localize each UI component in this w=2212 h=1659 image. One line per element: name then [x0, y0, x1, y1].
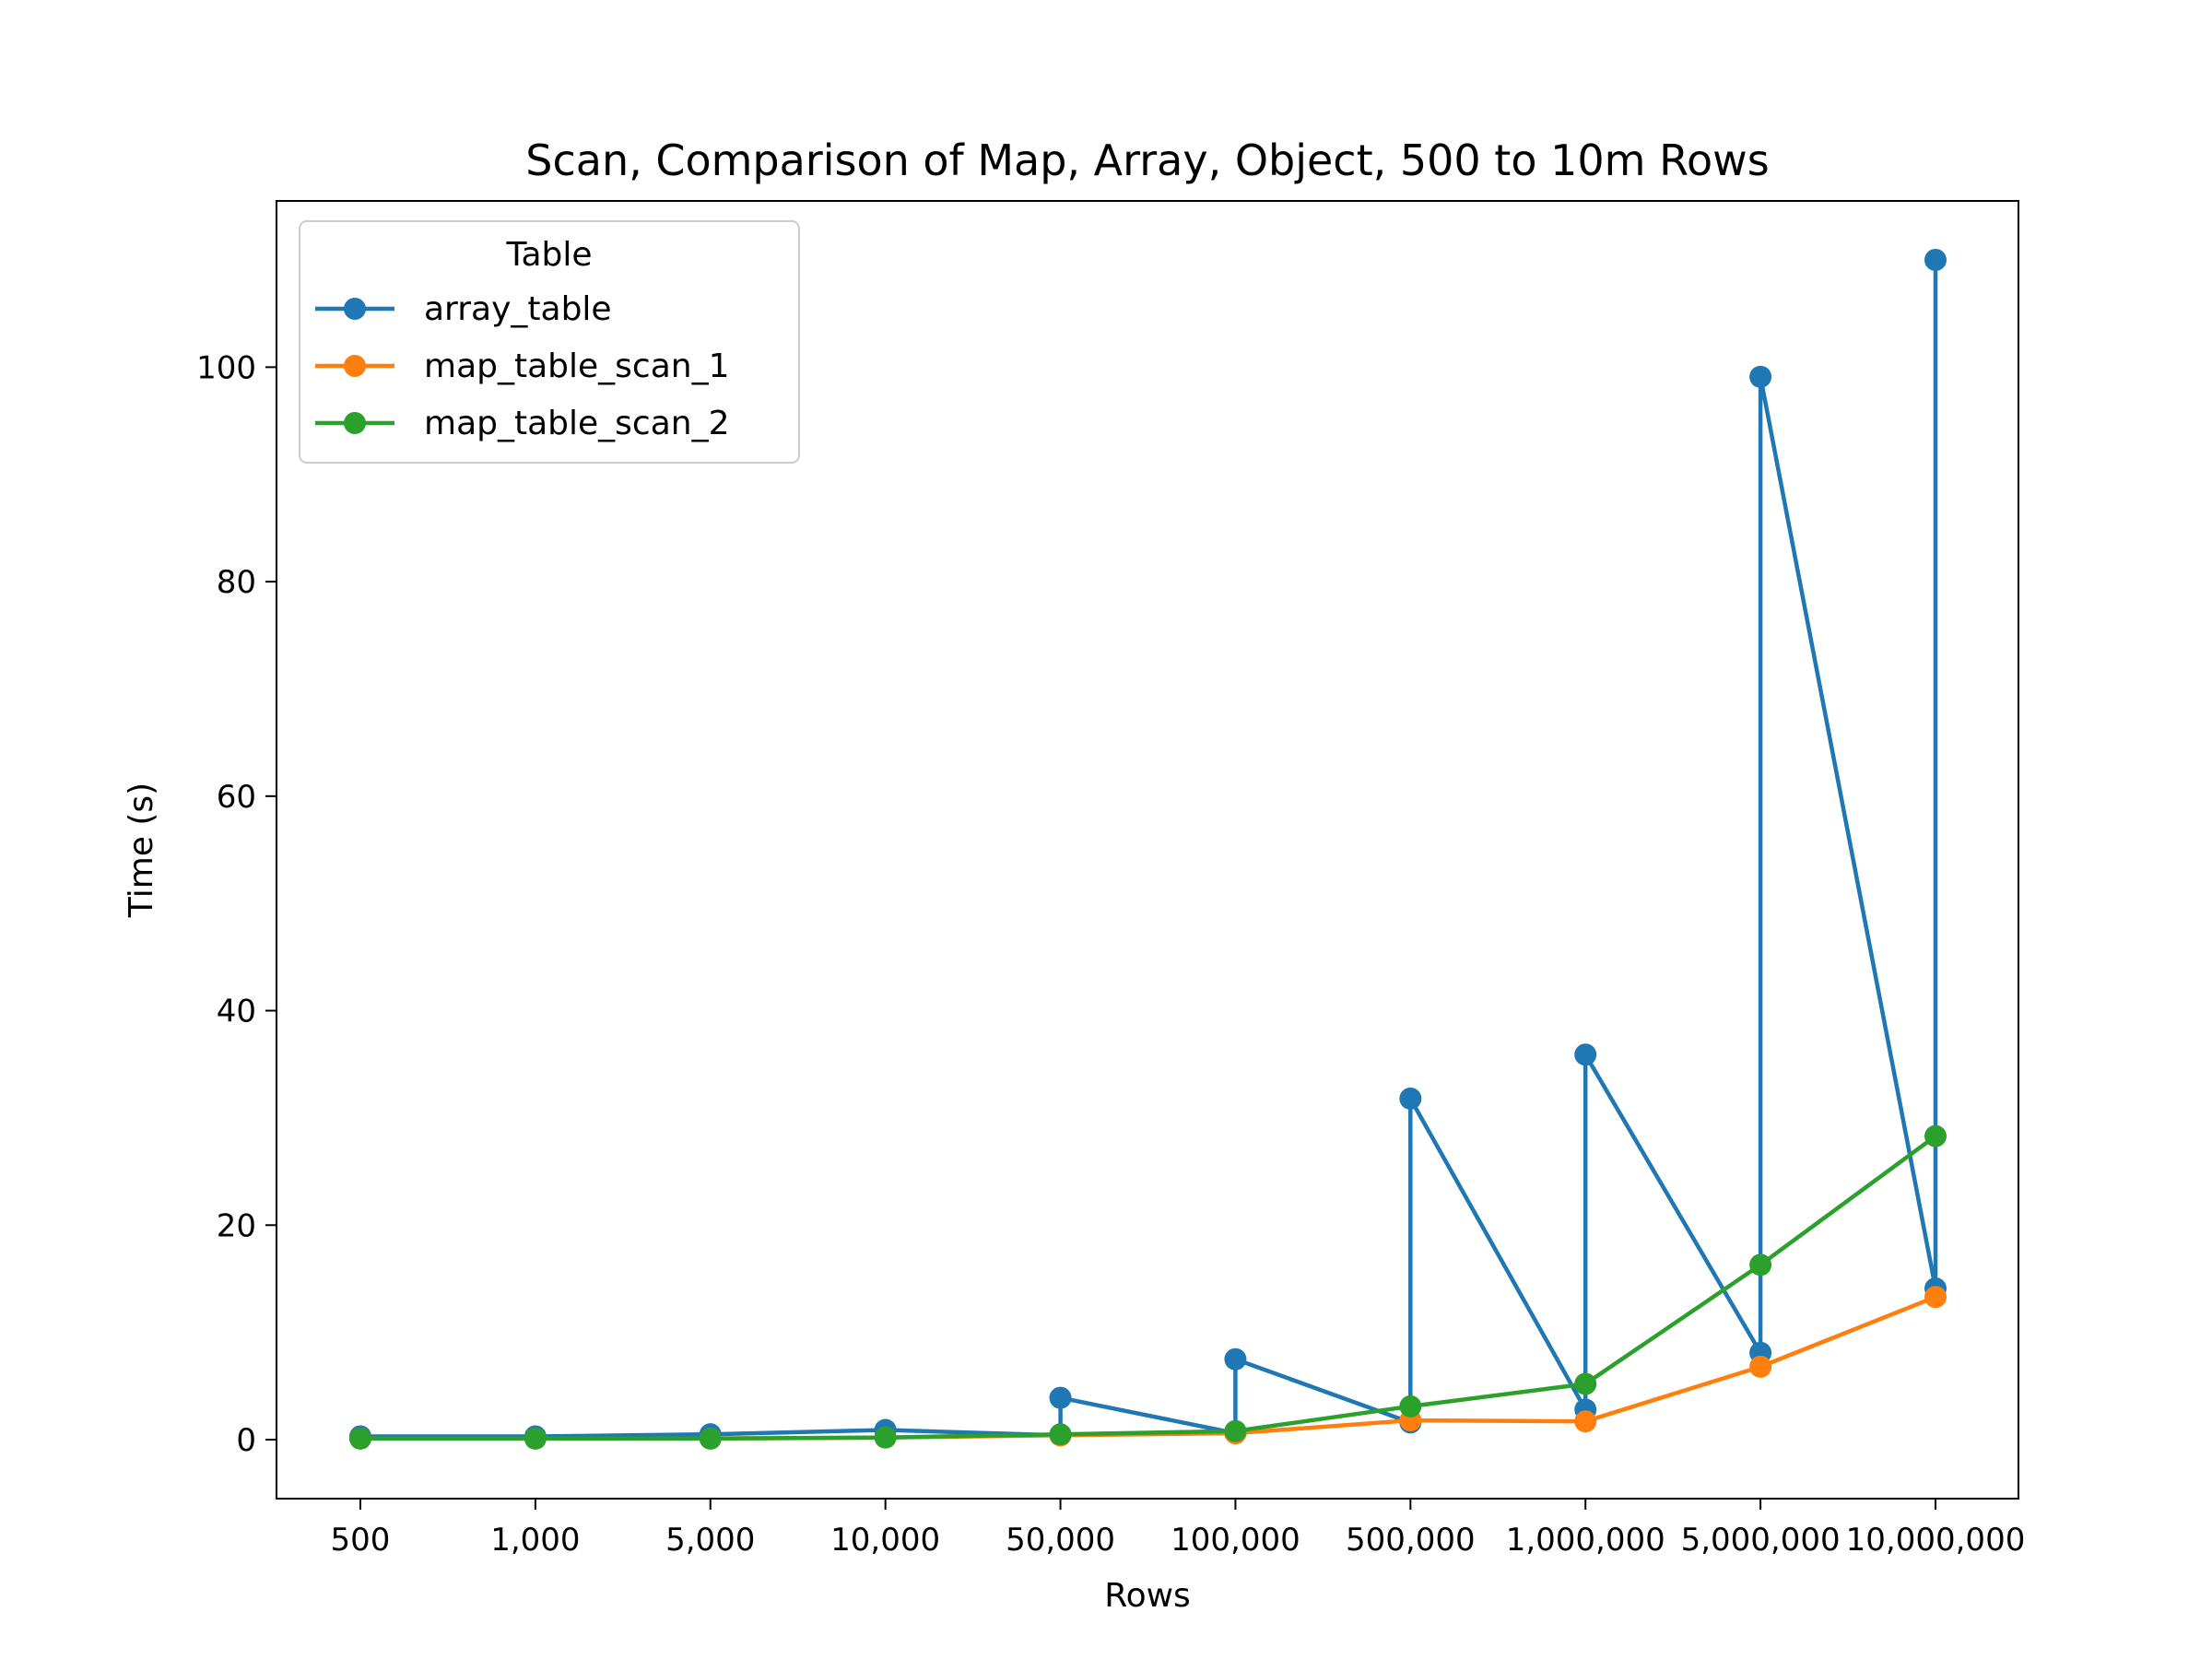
- data-point: [524, 1427, 547, 1450]
- y-tick-label: 100: [196, 349, 256, 386]
- data-point: [1399, 1087, 1422, 1110]
- x-tick-label: 1,000: [490, 1522, 580, 1559]
- legend-label: map_table_scan_1: [424, 347, 730, 385]
- series-line: [360, 260, 1938, 1439]
- data-point: [1574, 1372, 1597, 1395]
- legend-marker: [344, 355, 366, 377]
- x-axis-label: Rows: [1104, 1577, 1191, 1615]
- legend-marker: [344, 298, 366, 320]
- series-line: [360, 1134, 1937, 1441]
- y-tick-label: 0: [236, 1422, 256, 1459]
- x-tick-label: 5,000,000: [1681, 1522, 1841, 1559]
- chart-title: Scan, Comparison of Map, Array, Object, …: [525, 135, 1769, 185]
- x-tick-label: 10,000,000: [1846, 1522, 2026, 1559]
- data-point: [1574, 1043, 1597, 1066]
- x-tick-label: 500: [331, 1522, 391, 1559]
- data-point: [1224, 1347, 1247, 1371]
- legend-label: map_table_scan_2: [424, 405, 730, 442]
- legend-box: [299, 220, 800, 464]
- y-tick-label: 60: [217, 779, 256, 816]
- y-axis-label: Time (s): [123, 782, 160, 918]
- data-point: [1224, 1419, 1247, 1442]
- series-map_table_scan_2: [349, 1124, 1947, 1450]
- data-point: [1749, 1253, 1772, 1277]
- data-point: [1749, 365, 1772, 388]
- legend-title: Table: [505, 236, 592, 274]
- legend: Table array_table map_table_scan_1 map_tab…: [299, 220, 800, 464]
- x-tick-label: 50,000: [1006, 1522, 1115, 1559]
- data-point: [874, 1426, 897, 1449]
- plot-frame: [276, 200, 2019, 1500]
- data-point: [349, 1427, 371, 1450]
- x-tick-label: 500,000: [1346, 1522, 1476, 1559]
- y-tick-label: 80: [217, 564, 256, 601]
- x-tick-label: 1,000,000: [1506, 1522, 1665, 1559]
- data-point: [1399, 1394, 1422, 1418]
- data-point: [699, 1427, 722, 1450]
- data-point: [1574, 1410, 1597, 1433]
- data-point: [1749, 1355, 1772, 1378]
- y-axis: 0 20 40 60 80 100: [196, 349, 276, 1459]
- data-point: [1924, 1124, 1947, 1147]
- legend-label: array_table: [424, 290, 612, 328]
- y-tick-label: 20: [217, 1207, 256, 1244]
- data-point: [1924, 1286, 1947, 1309]
- legend-marker: [344, 412, 366, 434]
- x-tick-label: 5,000: [665, 1522, 755, 1559]
- x-tick-label: 100,000: [1171, 1522, 1300, 1559]
- x-axis: 500 1,000 5,000 10,000 50,000 100,000 500,000 1…: [331, 1499, 2026, 1559]
- x-tick-label: 10,000: [830, 1522, 940, 1559]
- series-layer: [349, 249, 1947, 1450]
- data-point: [1049, 1423, 1072, 1446]
- data-point: [1049, 1386, 1072, 1409]
- data-point: [1924, 249, 1947, 271]
- y-tick-label: 40: [217, 994, 256, 1030]
